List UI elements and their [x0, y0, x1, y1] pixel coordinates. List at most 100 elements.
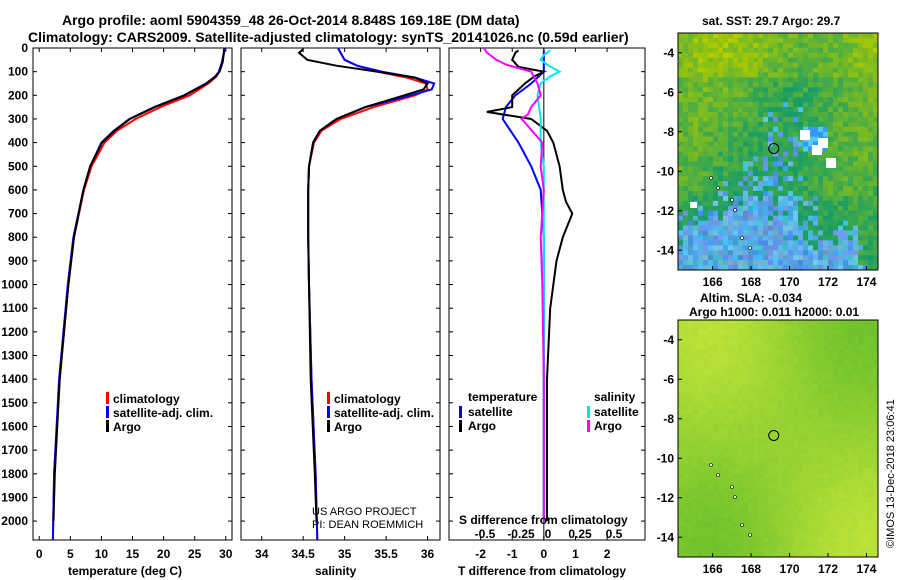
heatmap-cell — [848, 364, 854, 370]
heatmap-cell — [773, 344, 779, 351]
heatmap-cell — [678, 478, 684, 484]
heatmap-cell — [763, 369, 769, 375]
heatmap-cell — [823, 112, 829, 118]
heatmap-cell — [868, 448, 874, 454]
heatmap-cell — [853, 369, 859, 375]
heatmap-cell — [853, 186, 859, 192]
heatmap-cell — [793, 116, 799, 123]
heatmap-cell — [733, 453, 739, 459]
heatmap-cell — [778, 116, 784, 123]
heatmap-cell — [743, 181, 749, 187]
heatmap-cell — [818, 77, 824, 83]
heatmap-cell — [678, 468, 684, 474]
heatmap-cell — [793, 399, 799, 405]
heatmap-cell — [853, 389, 859, 395]
heatmap-cell — [868, 116, 874, 123]
heatmap-cell — [738, 230, 744, 236]
heatmap-cell — [798, 324, 804, 331]
heatmap-cell — [873, 458, 878, 464]
heatmap-cell — [823, 359, 829, 365]
heatmap-cell — [728, 210, 734, 217]
heatmap-cell — [778, 443, 784, 449]
heatmap-cell — [833, 210, 839, 217]
heatmap-cell — [733, 364, 739, 370]
heatmap-cell — [808, 240, 814, 246]
heatmap-cell — [743, 349, 749, 355]
heatmap-cell — [748, 191, 754, 197]
heatmap-cell — [708, 146, 714, 152]
heatmap-cell — [698, 116, 704, 123]
heatmap-cell — [793, 82, 799, 88]
heatmap-cell — [863, 497, 869, 504]
heatmap-cell — [833, 473, 839, 479]
heatmap-cell — [808, 37, 814, 44]
heatmap-cell — [783, 329, 789, 336]
heatmap-cell — [818, 255, 824, 261]
heatmap-cell — [683, 379, 689, 385]
heatmap-cell — [678, 205, 684, 212]
heatmap-cell — [798, 339, 804, 346]
heatmap-cell — [868, 107, 874, 113]
heatmap-cell — [693, 245, 699, 251]
heatmap-cell — [683, 52, 689, 59]
legend-swatch-satellite — [327, 406, 330, 418]
heatmap-cell — [863, 369, 869, 375]
heatmap-cell — [733, 181, 739, 187]
heatmap-cell — [828, 107, 834, 113]
heatmap-cell — [808, 478, 814, 484]
heatmap-cell — [808, 215, 814, 222]
s-diff-tick-label: 0 — [545, 527, 552, 541]
heatmap-cell — [803, 394, 809, 400]
heatmap-cell — [828, 240, 834, 246]
heatmap-cell — [798, 240, 804, 246]
heatmap-cell — [773, 161, 779, 167]
heatmap-cell — [873, 379, 878, 385]
heatmap-cell — [853, 151, 859, 157]
heatmap-cell — [703, 428, 709, 434]
heatmap-cell — [723, 359, 729, 365]
heatmap-cell — [863, 384, 869, 390]
heatmap-cell — [778, 250, 784, 256]
heatmap-cell — [863, 463, 869, 469]
heatmap-cell — [818, 468, 824, 474]
heatmap-cell — [798, 438, 804, 444]
heatmap-cell — [783, 171, 789, 177]
heatmap-cell — [698, 112, 704, 118]
heatmap-cell — [778, 468, 784, 474]
heatmap-cell — [793, 473, 799, 479]
heatmap-cell — [768, 547, 774, 553]
heatmap-cell — [768, 344, 774, 351]
heatmap-cell — [743, 482, 749, 489]
heatmap-cell — [793, 438, 799, 444]
heatmap-cell — [808, 394, 814, 400]
heatmap-cell — [803, 62, 809, 68]
heatmap-cell — [778, 542, 784, 548]
heatmap-cell — [693, 428, 699, 434]
heatmap-cell — [733, 379, 739, 385]
heatmap-cell — [838, 413, 844, 420]
heatmap-cell — [838, 82, 844, 88]
heatmap-cell — [698, 369, 704, 375]
island-marker — [730, 198, 734, 202]
heatmap-cell — [698, 532, 704, 538]
heatmap-cell — [873, 527, 878, 533]
heatmap-cell — [818, 181, 824, 187]
heatmap-cell — [808, 156, 814, 162]
heatmap-cell — [698, 339, 704, 346]
heatmap-cell — [783, 195, 789, 202]
project-credit: US ARGO PROJECT — [312, 506, 417, 518]
heatmap-cell — [793, 97, 799, 103]
heatmap-cell — [853, 334, 859, 341]
heatmap-cell — [818, 433, 824, 439]
heatmap-cell — [798, 542, 804, 548]
heatmap-cell — [843, 220, 849, 226]
heatmap-cell — [693, 156, 699, 162]
heatmap-cell — [858, 512, 864, 518]
heatmap-cell — [723, 42, 729, 49]
heatmap-cell — [763, 399, 769, 405]
heatmap-cell — [753, 473, 759, 479]
heatmap-cell — [743, 102, 749, 108]
heatmap-cell — [798, 151, 804, 157]
heatmap-cell — [718, 191, 724, 197]
heatmap-cell — [833, 527, 839, 533]
